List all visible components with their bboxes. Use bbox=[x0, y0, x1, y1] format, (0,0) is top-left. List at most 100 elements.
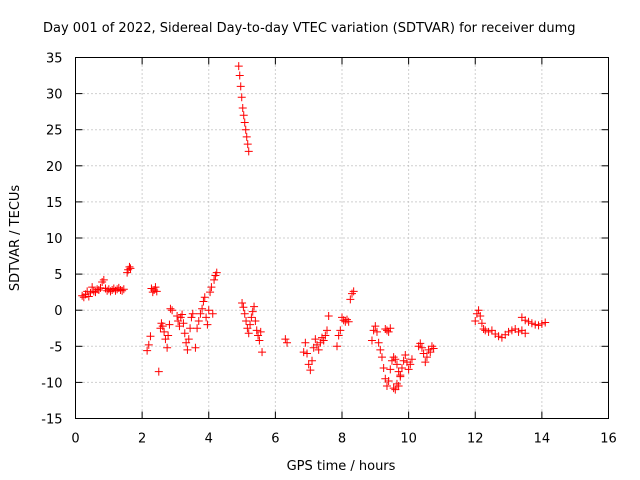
series-segment-s16 bbox=[471, 306, 490, 335]
data-point bbox=[94, 285, 103, 294]
data-point bbox=[369, 326, 378, 335]
data-point bbox=[283, 338, 292, 347]
series-segment-s15 bbox=[414, 339, 438, 367]
data-point bbox=[381, 374, 390, 383]
data-point bbox=[194, 317, 203, 326]
data-point bbox=[84, 292, 93, 301]
y-tick-label: -5 bbox=[50, 340, 63, 355]
data-point bbox=[389, 353, 398, 362]
data-point bbox=[391, 355, 400, 364]
data-point bbox=[537, 319, 546, 328]
data-point bbox=[404, 365, 413, 374]
data-point bbox=[119, 285, 128, 294]
series-segment-s10 bbox=[299, 311, 333, 375]
data-point bbox=[240, 309, 249, 318]
data-point bbox=[238, 298, 247, 307]
data-point bbox=[308, 356, 317, 365]
data-point bbox=[324, 311, 333, 320]
data-point bbox=[311, 335, 320, 344]
data-point bbox=[98, 278, 107, 287]
data-point bbox=[239, 303, 248, 312]
data-point bbox=[407, 355, 416, 364]
data-point bbox=[487, 326, 496, 335]
data-point bbox=[158, 322, 167, 331]
data-point bbox=[303, 349, 312, 358]
data-point bbox=[472, 309, 481, 318]
data-point bbox=[534, 321, 543, 330]
x-axis-label: GPS time / hours bbox=[287, 459, 396, 474]
data-point bbox=[391, 385, 400, 394]
series-segment-s12 bbox=[367, 322, 405, 391]
data-point bbox=[419, 349, 428, 358]
data-point bbox=[476, 311, 485, 320]
series-segment-s17 bbox=[484, 324, 530, 342]
data-point bbox=[382, 382, 391, 391]
y-tick-label: -10 bbox=[41, 376, 62, 391]
data-point bbox=[421, 358, 430, 367]
x-tick-label: 6 bbox=[271, 432, 279, 447]
data-point bbox=[382, 326, 391, 335]
data-point bbox=[146, 332, 155, 341]
data-point bbox=[210, 275, 219, 284]
data-point bbox=[401, 350, 410, 359]
x-tick-label: 2 bbox=[138, 432, 146, 447]
data-point bbox=[208, 309, 217, 318]
data-point bbox=[187, 313, 196, 322]
data-point bbox=[316, 338, 325, 347]
data-point bbox=[88, 283, 97, 292]
data-point bbox=[426, 348, 435, 357]
data-point bbox=[204, 306, 213, 315]
data-point bbox=[179, 319, 188, 328]
data-point bbox=[178, 310, 187, 319]
data-point bbox=[78, 291, 87, 300]
data-point bbox=[242, 317, 251, 326]
data-point bbox=[491, 330, 500, 339]
data-point bbox=[321, 331, 330, 340]
y-tick-label: 35 bbox=[46, 52, 63, 67]
data-point bbox=[349, 287, 358, 296]
x-tick-label: 12 bbox=[467, 432, 484, 447]
series-segment-s11 bbox=[333, 287, 358, 351]
data-point bbox=[507, 326, 516, 335]
data-point bbox=[250, 302, 259, 311]
data-point bbox=[429, 344, 438, 353]
data-point bbox=[148, 288, 157, 297]
series-segment-s9 bbox=[281, 335, 292, 347]
data-point bbox=[384, 376, 393, 385]
data-point bbox=[376, 345, 385, 354]
series-segment-s2 bbox=[123, 262, 135, 277]
data-point bbox=[183, 345, 192, 354]
data-point bbox=[301, 338, 310, 347]
data-point bbox=[521, 329, 530, 338]
data-point bbox=[203, 320, 212, 329]
data-point bbox=[236, 82, 245, 91]
data-point bbox=[89, 287, 98, 296]
grid-lines bbox=[75, 57, 609, 419]
data-point bbox=[477, 319, 486, 328]
data-point bbox=[424, 345, 433, 354]
data-point bbox=[504, 327, 513, 336]
data-point bbox=[193, 324, 202, 333]
x-tick-label: 14 bbox=[534, 432, 551, 447]
data-point bbox=[399, 356, 408, 365]
data-point bbox=[299, 348, 308, 357]
data-point bbox=[152, 287, 161, 296]
y-tick-label: 10 bbox=[46, 232, 63, 247]
data-point bbox=[252, 326, 261, 335]
tick-labels: 0 2 4 6 8 10 12 14 16 -15 -10 -5 0 5 10 15 20 25 30 35 bbox=[41, 52, 617, 447]
plot-frame bbox=[75, 57, 609, 419]
y-tick-label: -15 bbox=[41, 413, 62, 428]
data-point bbox=[207, 283, 216, 292]
chart-title: Day 001 of 2022, Sidereal Day-to-day VTE… bbox=[43, 21, 576, 36]
data-point bbox=[198, 304, 207, 313]
data-point bbox=[154, 367, 163, 376]
data-point bbox=[422, 353, 431, 362]
x-tick-label: 0 bbox=[71, 432, 79, 447]
data-point bbox=[256, 327, 265, 336]
data-point bbox=[255, 336, 264, 345]
data-point bbox=[347, 289, 356, 298]
data-point bbox=[237, 93, 246, 102]
data-point bbox=[314, 345, 323, 354]
series-segment-s13 bbox=[381, 324, 395, 336]
series-segment-s3 bbox=[143, 283, 161, 355]
